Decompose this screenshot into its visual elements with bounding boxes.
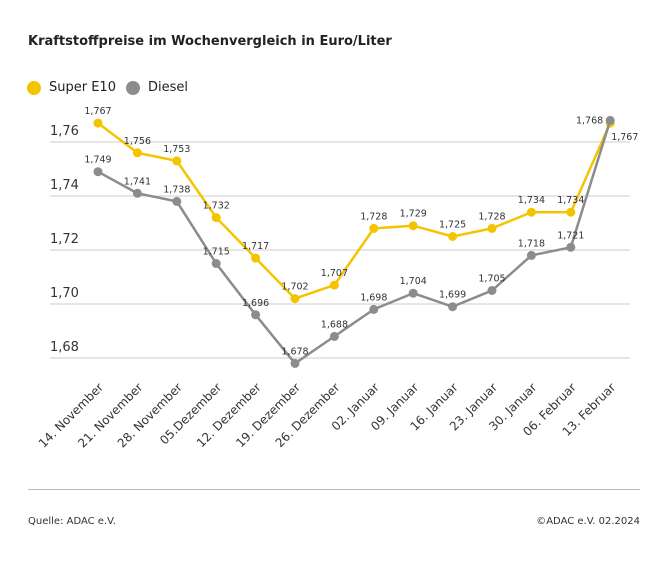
data-point xyxy=(369,304,379,314)
y-tick-label: 1,70 xyxy=(50,286,79,301)
data-label: 1,732 xyxy=(203,201,230,212)
source-text: Quelle: ADAC e.V. xyxy=(28,516,116,527)
data-label: 1,705 xyxy=(478,274,505,285)
data-point xyxy=(93,118,103,128)
copyright-text: ©ADAC e.V. 02.2024 xyxy=(536,516,640,527)
data-point xyxy=(251,253,261,263)
data-label: 1,756 xyxy=(124,136,151,147)
data-label: 1,734 xyxy=(557,195,584,206)
data-label: 1,704 xyxy=(400,276,427,287)
legend-label: Diesel xyxy=(147,80,188,95)
data-label: 1,702 xyxy=(281,282,308,293)
legend-label: Super E10 xyxy=(49,80,116,95)
data-label: 1,699 xyxy=(439,290,466,301)
data-point xyxy=(566,242,576,252)
data-point xyxy=(408,221,418,231)
data-point xyxy=(132,188,142,198)
data-label: 1,715 xyxy=(203,247,230,258)
legend-marker-diesel xyxy=(125,80,140,95)
data-point xyxy=(487,223,497,233)
chart-title: Kraftstoffpreise im Wochenvergleich in E… xyxy=(28,34,392,49)
series-line-diesel xyxy=(97,120,612,366)
data-point xyxy=(211,259,221,268)
data-label: 1,734 xyxy=(518,195,545,206)
data-label: 1,767 xyxy=(84,106,111,117)
y-tick-label: 1,72 xyxy=(50,232,79,247)
data-label: 1,767 xyxy=(611,132,638,143)
data-point xyxy=(605,115,615,125)
data-point xyxy=(290,294,300,304)
data-point xyxy=(132,148,142,158)
data-point xyxy=(329,280,339,290)
data-label: 1,738 xyxy=(163,184,190,195)
data-point xyxy=(526,250,536,260)
data-label: 1,718 xyxy=(518,238,545,249)
data-point xyxy=(172,156,182,166)
data-point xyxy=(369,223,379,233)
y-tick-label: 1,76 xyxy=(50,124,79,139)
data-label: 1,741 xyxy=(124,176,151,187)
data-point xyxy=(251,310,261,320)
data-point xyxy=(566,207,576,217)
series-line-e10 xyxy=(97,122,612,301)
legend-item-diesel: Diesel xyxy=(125,80,188,95)
data-label: 1,725 xyxy=(439,220,466,231)
y-tick-label: 1,68 xyxy=(50,340,79,355)
data-label: 1,698 xyxy=(360,292,387,303)
data-point xyxy=(408,288,418,298)
data-label: 1,678 xyxy=(281,346,308,357)
data-label: 1,749 xyxy=(84,155,111,166)
data-label: 1,717 xyxy=(242,241,269,252)
data-label: 1,688 xyxy=(321,319,348,330)
data-point xyxy=(329,331,339,341)
legend-marker-e10 xyxy=(27,80,41,95)
data-label: 1,753 xyxy=(163,144,190,155)
data-label: 1,721 xyxy=(557,230,584,241)
data-point xyxy=(211,213,221,223)
data-label: 1,768 xyxy=(576,115,603,126)
legend-item-e10: Super E10 xyxy=(27,80,116,95)
data-label: 1,696 xyxy=(242,298,269,309)
data-point xyxy=(526,207,536,217)
data-point xyxy=(448,302,458,312)
data-label: 1,728 xyxy=(478,211,505,222)
data-label: 1,707 xyxy=(321,268,348,279)
data-point xyxy=(172,196,182,206)
data-point xyxy=(93,167,103,177)
data-label: 1,729 xyxy=(400,209,427,220)
legend: Super E10 Diesel xyxy=(27,80,198,95)
data-point xyxy=(448,232,458,241)
data-point xyxy=(290,358,300,368)
data-point xyxy=(487,286,497,295)
y-tick-label: 1,74 xyxy=(50,178,79,193)
divider xyxy=(28,489,640,490)
data-label: 1,728 xyxy=(360,211,387,222)
